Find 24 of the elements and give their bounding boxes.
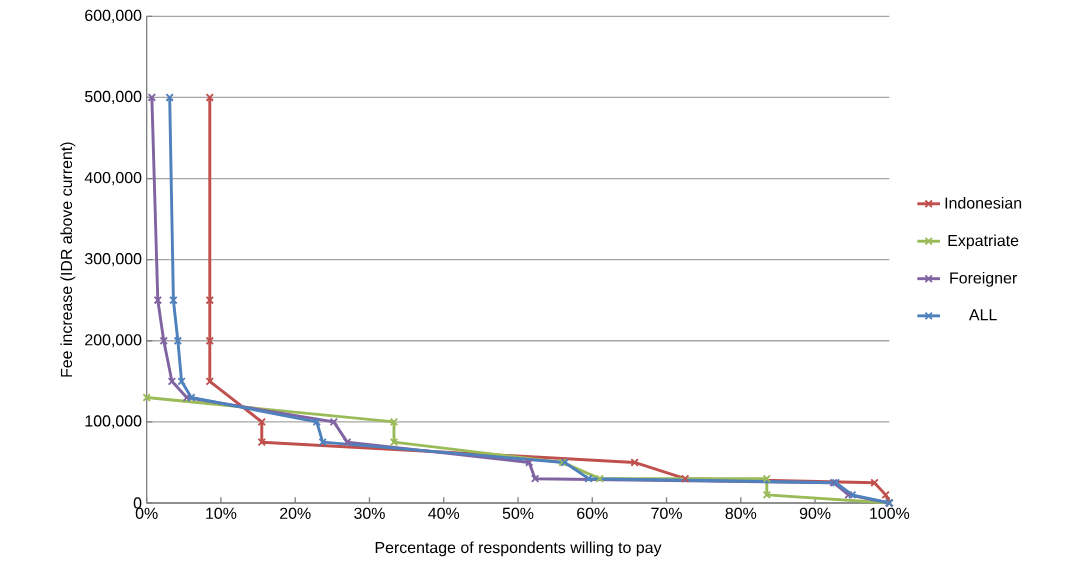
y-tick-label: 300,000 — [84, 253, 142, 267]
x-tick-label: 10% — [206, 507, 237, 519]
legend-label: Expatriate — [948, 234, 1019, 250]
y-tick-label: 500,000 — [85, 90, 142, 105]
x-tick-label: 70% — [651, 507, 682, 519]
x-tick-label: 20% — [280, 507, 311, 519]
x-tick-label: 100% — [870, 507, 910, 519]
y-tick-label: 0 — [133, 497, 142, 509]
x-tick-label: 50% — [502, 507, 534, 519]
x-tick-label: 30% — [354, 507, 385, 519]
x-tick-label: 90% — [799, 507, 831, 519]
x-tick-label: 80% — [725, 507, 757, 519]
legend-label: Indonesian — [945, 197, 1022, 209]
x-tick-label: 60% — [577, 507, 608, 519]
y-tick-label: 200,000 — [85, 334, 142, 348]
x-tick-label: 0% — [135, 507, 158, 519]
y-tick-label: 400,000 — [84, 171, 142, 186]
x-tick-label: 40% — [428, 507, 460, 519]
y-tick-label: 600,000 — [85, 9, 142, 23]
x-axis-title: Percentage of respondents willing to pay — [375, 541, 662, 557]
legend-label: Foreigner — [950, 271, 1017, 287]
y-axis-title: Fee increase (IDR above current) — [60, 142, 76, 377]
legend-label: ALL — [968, 309, 997, 321]
y-tick-label: 100,000 — [85, 415, 142, 429]
